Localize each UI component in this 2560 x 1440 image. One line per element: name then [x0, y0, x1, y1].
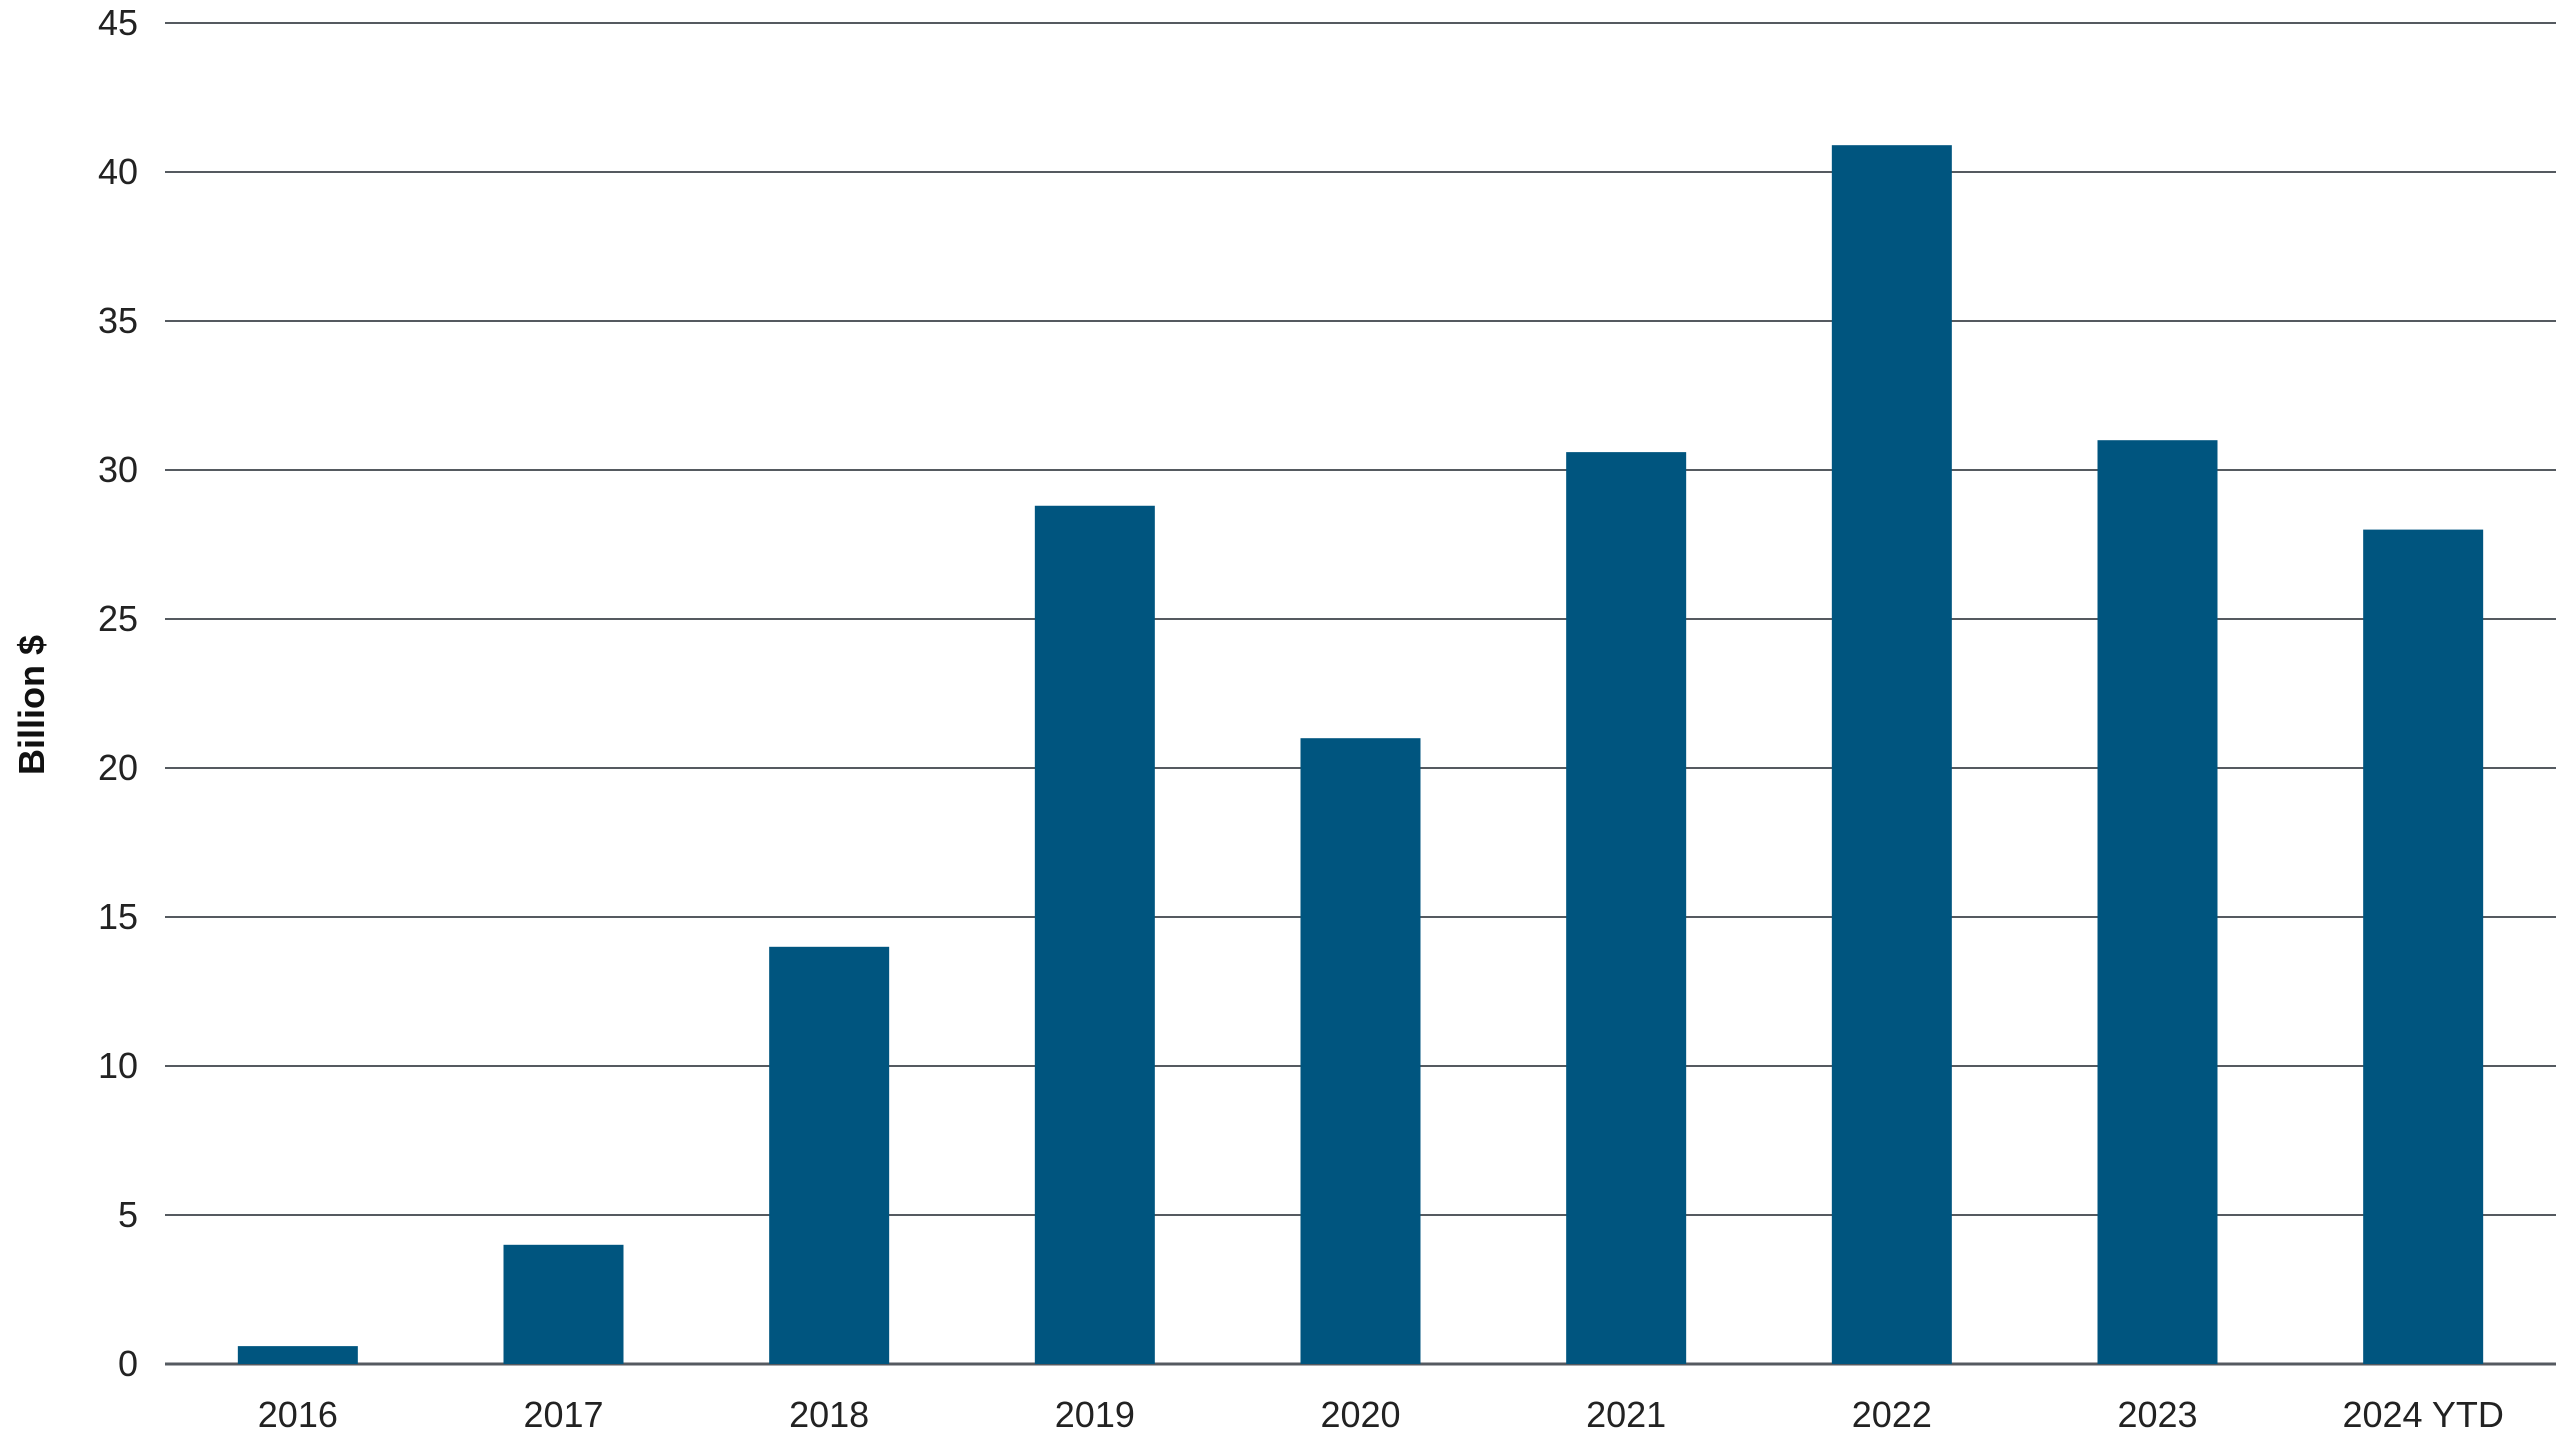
bar-2022 — [1831, 145, 1952, 1365]
x-tick-label: 2017 — [523, 1394, 603, 1435]
y-tick-label: 35 — [98, 300, 138, 341]
bar-2018 — [769, 946, 890, 1364]
y-axis-label: Billion $ — [11, 635, 52, 775]
bar-2017 — [503, 1244, 624, 1364]
x-tick-label: 2024 YTD — [2342, 1394, 2503, 1435]
bar-2019 — [1034, 505, 1155, 1364]
y-tick-label: 40 — [98, 151, 138, 192]
y-tick-label: 25 — [98, 598, 138, 639]
y-tick-labels: 0 5 10 15 20 25 30 35 40 45 — [98, 2, 138, 1384]
x-tick-label: 2016 — [258, 1394, 338, 1435]
bar-2021 — [1566, 452, 1687, 1364]
bar-2016 — [237, 1346, 358, 1364]
y-tick-label: 15 — [98, 896, 138, 937]
x-tick-label: 2021 — [1586, 1394, 1666, 1435]
x-tick-label: 2023 — [2117, 1394, 2197, 1435]
y-tick-label: 5 — [118, 1194, 138, 1235]
x-tick-label: 2022 — [1852, 1394, 1932, 1435]
y-tick-label: 30 — [98, 449, 138, 490]
y-tick-label: 0 — [118, 1343, 138, 1384]
bar-2020 — [1300, 738, 1421, 1364]
x-tick-label: 2019 — [1055, 1394, 1135, 1435]
x-tick-labels: 2016 2017 2018 2019 2020 2021 2022 2023 2024 YTD — [258, 1394, 2504, 1435]
y-tick-label: 20 — [98, 747, 138, 788]
y-tick-label: 10 — [98, 1045, 138, 1086]
y-tick-label: 45 — [98, 2, 138, 43]
bars — [237, 145, 2484, 1365]
bar-2024-ytd — [2363, 529, 2484, 1364]
x-tick-label: 2020 — [1320, 1394, 1400, 1435]
bar-2023 — [2097, 440, 2218, 1364]
x-tick-label: 2018 — [789, 1394, 869, 1435]
